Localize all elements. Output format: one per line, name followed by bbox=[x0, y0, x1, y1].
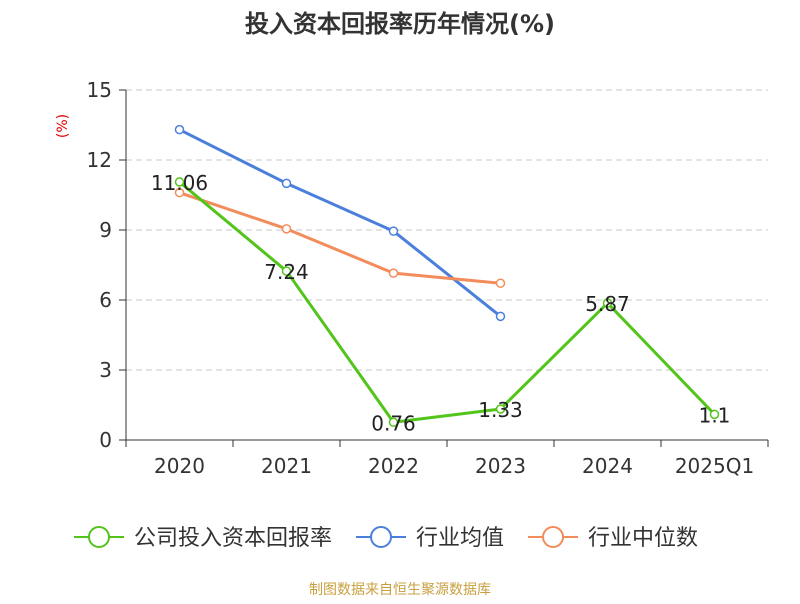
x-tick-label: 2025Q1 bbox=[675, 454, 754, 478]
series bbox=[174, 124, 720, 428]
data-label: 1.33 bbox=[478, 398, 523, 422]
series-line bbox=[178, 180, 716, 424]
data-point[interactable] bbox=[495, 311, 506, 322]
y-tick-label: 12 bbox=[87, 148, 112, 172]
y-tick-label: 15 bbox=[87, 78, 112, 102]
legend-marker bbox=[370, 526, 393, 548]
data-point[interactable] bbox=[495, 404, 506, 414]
series-0 bbox=[174, 177, 720, 428]
data-point[interactable] bbox=[281, 178, 292, 189]
data-point[interactable] bbox=[388, 417, 399, 428]
chart-title: 投入资本回报率历年情况(%) bbox=[245, 10, 555, 38]
data-point[interactable] bbox=[709, 409, 720, 420]
legend[interactable]: 公司投入资本回报率 行业均值 行业中位数 bbox=[74, 526, 698, 551]
data-label: 5.87 bbox=[585, 292, 630, 316]
series-1 bbox=[174, 124, 506, 322]
legend-label: 行业中位数 bbox=[588, 526, 698, 551]
source-note: 制图数据来自恒生聚源数据库 bbox=[309, 582, 491, 598]
data-label: 1.1 bbox=[699, 403, 731, 427]
y-tick-label: 6 bbox=[99, 288, 112, 312]
legend-label: 公司投入资本回报率 bbox=[134, 526, 332, 551]
data-point[interactable] bbox=[174, 177, 185, 187]
data-point[interactable] bbox=[174, 124, 185, 135]
y-axis-unit-label: (%) bbox=[55, 114, 71, 138]
legend-label: 行业均值 bbox=[416, 526, 504, 551]
data-label: 11.06 bbox=[151, 171, 208, 195]
data-labels: 11.06 7.24 0.76 1.33 5.87 1.1 bbox=[151, 171, 731, 435]
data-point[interactable] bbox=[388, 268, 399, 278]
series-2 bbox=[174, 187, 506, 288]
series-line bbox=[178, 128, 502, 318]
x-tick-label: 2024 bbox=[582, 454, 633, 478]
data-label: 0.76 bbox=[371, 411, 416, 435]
legend-marker bbox=[88, 526, 110, 548]
legend-item[interactable]: 行业中位数 bbox=[528, 526, 698, 551]
data-point[interactable] bbox=[174, 187, 185, 198]
legend-item[interactable]: 行业均值 bbox=[356, 526, 504, 551]
x-tick-label: 2022 bbox=[368, 454, 419, 478]
data-point[interactable] bbox=[281, 266, 292, 276]
data-point[interactable] bbox=[281, 224, 292, 234]
legend-item[interactable]: 公司投入资本回报率 bbox=[74, 526, 332, 551]
series-line bbox=[178, 191, 502, 285]
grid bbox=[126, 89, 768, 371]
data-point[interactable] bbox=[495, 278, 506, 288]
y-tick-label: 0 bbox=[99, 428, 112, 452]
data-label: 7.24 bbox=[264, 260, 309, 284]
y-tick-label: 9 bbox=[99, 218, 112, 242]
axes: 0 3 6 9 12 15 2020 2021 2022 2023 2024 2025Q1 bbox=[87, 78, 769, 478]
x-tick-label: 2023 bbox=[475, 454, 526, 478]
data-point[interactable] bbox=[602, 298, 613, 308]
data-point[interactable] bbox=[388, 226, 399, 236]
legend-marker bbox=[542, 526, 565, 548]
x-tick-label: 2021 bbox=[261, 454, 312, 478]
x-tick-label: 2020 bbox=[154, 454, 205, 478]
y-tick-label: 3 bbox=[99, 358, 112, 382]
